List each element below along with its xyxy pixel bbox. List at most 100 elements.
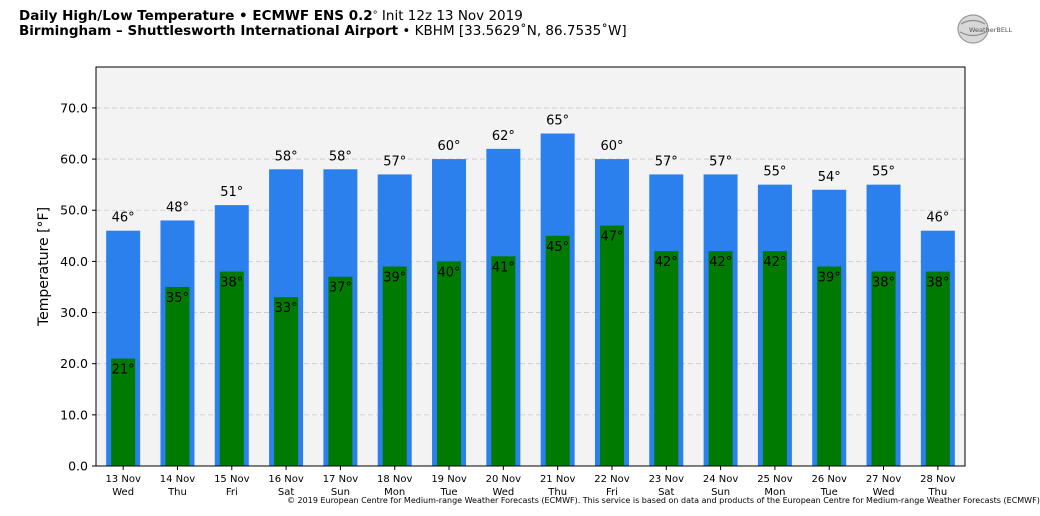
- high-value-label: 54°: [818, 170, 841, 185]
- low-value-label: 39°: [383, 271, 406, 286]
- y-tick-label: 50.0: [60, 203, 88, 218]
- high-value-label: 60°: [600, 139, 623, 154]
- high-value-label: 65°: [546, 114, 569, 129]
- x-tick-label-date: 25 Nov: [757, 474, 793, 485]
- low-bar: [491, 256, 516, 466]
- low-bar: [817, 266, 842, 466]
- y-tick-label: 40.0: [60, 254, 88, 269]
- high-value-label: 55°: [872, 165, 895, 180]
- low-value-label: 21°: [112, 363, 135, 378]
- plot-frame: [95, 66, 966, 467]
- low-value-label: 47°: [600, 230, 623, 245]
- low-bar: [328, 276, 353, 466]
- x-tick-label-weekday: Fri: [226, 487, 238, 498]
- title-bold: Daily High/Low Temperature • ECMWF ENS 0…: [19, 8, 373, 24]
- location-rest: • KBHM [33.5629˚N, 86.7535˚W]: [398, 23, 627, 39]
- low-value-label: 37°: [329, 281, 352, 296]
- y-tick-label: 60.0: [60, 152, 88, 167]
- low-value-label: 33°: [275, 301, 298, 316]
- y-tick-label: 0.0: [68, 459, 88, 474]
- low-value-label: 42°: [763, 255, 786, 270]
- low-bar: [437, 261, 462, 466]
- low-bar: [219, 271, 244, 466]
- y-axis-label: Temperature [°F]: [36, 207, 52, 327]
- x-tick-label-date: 21 Nov: [540, 474, 576, 485]
- high-value-label: 57°: [709, 154, 732, 169]
- x-tick-label-weekday: Thu: [167, 487, 187, 498]
- low-value-label: 38°: [926, 276, 949, 291]
- high-value-label: 48°: [166, 200, 189, 215]
- x-tick-label-date: 20 Nov: [486, 474, 522, 485]
- x-tick-label-date: 24 Nov: [703, 474, 739, 485]
- low-bar: [165, 286, 190, 466]
- low-bar: [274, 297, 299, 466]
- x-tick-label-date: 28 Nov: [920, 474, 956, 485]
- y-tick-label: 70.0: [60, 100, 88, 115]
- chart-title: Daily High/Low Temperature • ECMWF ENS 0…: [19, 8, 523, 24]
- chart-subtitle: Birmingham – Shuttlesworth International…: [19, 23, 627, 39]
- low-bar: [382, 266, 407, 466]
- low-value-label: 42°: [709, 255, 732, 270]
- copyright-notice: © 2019 European Centre for Medium-range …: [287, 496, 1040, 505]
- title-degree: °: [372, 10, 378, 21]
- low-value-label: 39°: [818, 271, 841, 286]
- y-axis: 0.0 10.0 20.0 30.0 40.0 50.0 60.0 70.0: [60, 100, 96, 474]
- x-tick-label-weekday: Thu: [927, 487, 947, 498]
- x-tick-label-date: 18 Nov: [377, 474, 413, 485]
- x-tick-label-weekday: Tue: [820, 487, 838, 498]
- x-tick-label-date: 27 Nov: [866, 474, 902, 485]
- high-value-label: 55°: [763, 165, 786, 180]
- low-bar: [871, 271, 896, 466]
- logo-text: WeatherBELL: [969, 26, 1013, 34]
- title-init: Init 12z 13 Nov 2019: [377, 8, 523, 24]
- y-tick-label: 30.0: [60, 305, 88, 320]
- low-bar: [708, 251, 733, 466]
- high-value-label: 51°: [220, 185, 243, 200]
- x-tick-label-weekday: Sun: [711, 487, 730, 498]
- logo-swoosh-icon: [959, 19, 987, 37]
- high-value-label: 62°: [492, 129, 515, 144]
- low-value-label: 38°: [220, 276, 243, 291]
- x-tick-label-weekday: Wed: [112, 487, 134, 498]
- high-value-label: 58°: [275, 149, 298, 164]
- low-value-label: 38°: [872, 276, 895, 291]
- x-tick-label-date: 17 Nov: [323, 474, 359, 485]
- low-value-label: 42°: [655, 255, 678, 270]
- x-tick-label-weekday: Wed: [492, 487, 514, 498]
- low-value-label: 41°: [492, 260, 515, 275]
- x-tick-label-weekday: Sat: [278, 487, 294, 498]
- x-tick-label-weekday: Tue: [439, 487, 457, 498]
- x-axis: 13 Nov Wed 14 Nov Thu 15 Nov Fri 16 Nov Sat 17 N…: [105, 466, 956, 498]
- high-value-label: 57°: [655, 154, 678, 169]
- low-value-label: 45°: [546, 240, 569, 255]
- y-tick-label: 20.0: [60, 356, 88, 371]
- high-value-label: 46°: [112, 211, 135, 226]
- bars: 46° 21° 48° 35° 51° 38° 58° 33° 58° 37° 57° 39° 60° 4…: [106, 114, 955, 467]
- x-tick-label-date: 16 Nov: [268, 474, 304, 485]
- low-bar: [925, 271, 950, 466]
- x-tick-label-date: 14 Nov: [160, 474, 196, 485]
- low-bar: [599, 225, 624, 466]
- x-tick-label-date: 13 Nov: [105, 474, 141, 485]
- weatherbell-logo: WeatherBELL: [957, 14, 1013, 44]
- low-bar: [111, 358, 136, 466]
- x-tick-label-weekday: Fri: [606, 487, 618, 498]
- x-tick-label-date: 26 Nov: [812, 474, 848, 485]
- low-bar: [762, 251, 787, 466]
- high-value-label: 46°: [926, 211, 949, 226]
- location-bold: Birmingham – Shuttlesworth International…: [19, 23, 399, 39]
- x-tick-label-weekday: Wed: [873, 487, 895, 498]
- x-tick-label-date: 15 Nov: [214, 474, 250, 485]
- low-value-label: 40°: [438, 265, 461, 280]
- high-value-label: 60°: [438, 139, 461, 154]
- x-tick-label-weekday: Sat: [658, 487, 674, 498]
- high-value-label: 57°: [383, 154, 406, 169]
- low-bar: [654, 251, 679, 466]
- x-tick-label-weekday: Mon: [384, 487, 405, 498]
- x-tick-label-date: 22 Nov: [594, 474, 630, 485]
- high-value-label: 58°: [329, 149, 352, 164]
- y-tick-label: 10.0: [60, 407, 88, 422]
- low-value-label: 35°: [166, 291, 189, 306]
- x-tick-label-date: 23 Nov: [649, 474, 685, 485]
- low-bar: [545, 235, 570, 466]
